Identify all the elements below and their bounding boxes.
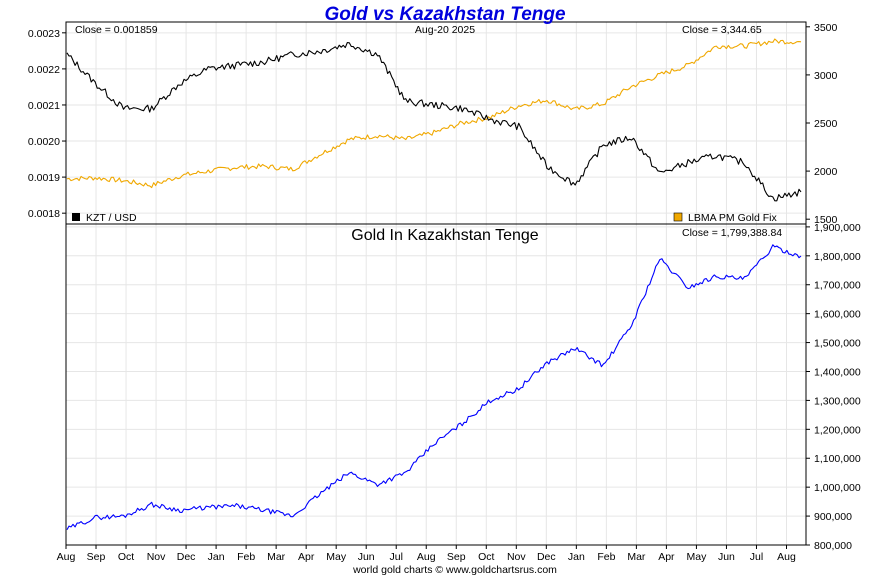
- x-tick-label: Oct: [478, 551, 494, 563]
- footer-credit: world gold charts © www.goldchartsrus.co…: [352, 564, 557, 575]
- chart-title: Gold vs Kazakhstan Tenge: [324, 4, 566, 25]
- x-tick-label: Apr: [298, 551, 315, 563]
- x-tick-label: Nov: [147, 551, 166, 563]
- x-tick-label: Feb: [237, 551, 255, 563]
- x-tick-label: Jun: [718, 551, 735, 563]
- x-tick-label: Apr: [658, 551, 675, 563]
- x-tick-label: Aug: [777, 551, 796, 563]
- close-gold-label: Close = 3,344.65: [682, 24, 762, 36]
- legend-kzt-swatch: [72, 213, 80, 221]
- y-right-tick-label: 3500: [814, 22, 838, 34]
- x-tick-label: May: [687, 551, 708, 563]
- y-right-tick-label: 2000: [814, 166, 838, 178]
- legend-kzt-label: KZT / USD: [86, 212, 137, 224]
- y-right-tick-label: 1,200,000: [814, 424, 861, 436]
- y-left-tick-label: 0.0022: [28, 64, 60, 76]
- y-right-tick-label: 1,800,000: [814, 251, 861, 263]
- y-right-tick-label: 1,700,000: [814, 280, 861, 292]
- y-right-tick-label: 1,600,000: [814, 309, 861, 321]
- x-tick-label: Dec: [537, 551, 556, 563]
- y-right-tick-label: 1,400,000: [814, 366, 861, 378]
- y-left-tick-label: 0.0019: [28, 172, 60, 184]
- x-tick-label: Mar: [627, 551, 646, 563]
- y-left-tick-label: 0.0023: [28, 28, 60, 40]
- bottom-panel-frame: [65, 223, 807, 546]
- x-tick-label: Sep: [87, 551, 106, 563]
- y-left-tick-label: 0.0021: [28, 100, 60, 112]
- close-tenge-label: Close = 1,799,388.84: [682, 227, 782, 239]
- close-kzt-label: Close = 0.001859: [75, 24, 158, 36]
- y-right-tick-label: 1,100,000: [814, 453, 861, 465]
- y-left-tick-label: 0.0018: [28, 208, 60, 220]
- top-panel-frame: [65, 21, 807, 225]
- legend-gold-swatch: [673, 212, 683, 222]
- y-right-tick-label: 1,500,000: [814, 338, 861, 350]
- x-tick-label: May: [326, 551, 347, 563]
- x-tick-label: Dec: [177, 551, 196, 563]
- gold-kzt-line: [66, 244, 802, 530]
- x-tick-label: Jun: [358, 551, 375, 563]
- x-tick-label: Jan: [208, 551, 225, 563]
- x-tick-label: Aug: [57, 551, 76, 563]
- x-tick-label: Oct: [118, 551, 134, 563]
- x-tick-label: Jan: [568, 551, 585, 563]
- y-right-tick-label: 3000: [814, 70, 838, 82]
- x-tick-label: Mar: [267, 551, 286, 563]
- y-right-tick-label: 1,000,000: [814, 482, 861, 494]
- x-tick-label: Jul: [750, 551, 763, 563]
- x-tick-label: Sep: [447, 551, 466, 563]
- x-tick-label: Nov: [507, 551, 526, 563]
- x-tick-label: Feb: [597, 551, 615, 563]
- legend-gold-label: LBMA PM Gold Fix: [688, 212, 777, 224]
- y-right-tick-label: 900,000: [814, 511, 852, 523]
- x-tick-label: Aug: [417, 551, 436, 563]
- y-right-tick-label: 1,900,000: [814, 222, 861, 234]
- gold-usd-line: [66, 38, 802, 189]
- x-tick-label: Jul: [390, 551, 403, 563]
- y-left-tick-label: 0.0020: [28, 136, 60, 148]
- date-label: Aug-20 2025: [415, 24, 475, 36]
- y-right-tick-label: 1500: [814, 214, 838, 226]
- lower-chart-title: Gold In Kazakhstan Tenge: [351, 227, 538, 244]
- y-right-tick-label: 1,300,000: [814, 395, 861, 407]
- y-right-tick-label: 2500: [814, 118, 838, 130]
- kzt-usd-line: [66, 42, 802, 202]
- y-right-tick-label: 800,000: [814, 540, 852, 552]
